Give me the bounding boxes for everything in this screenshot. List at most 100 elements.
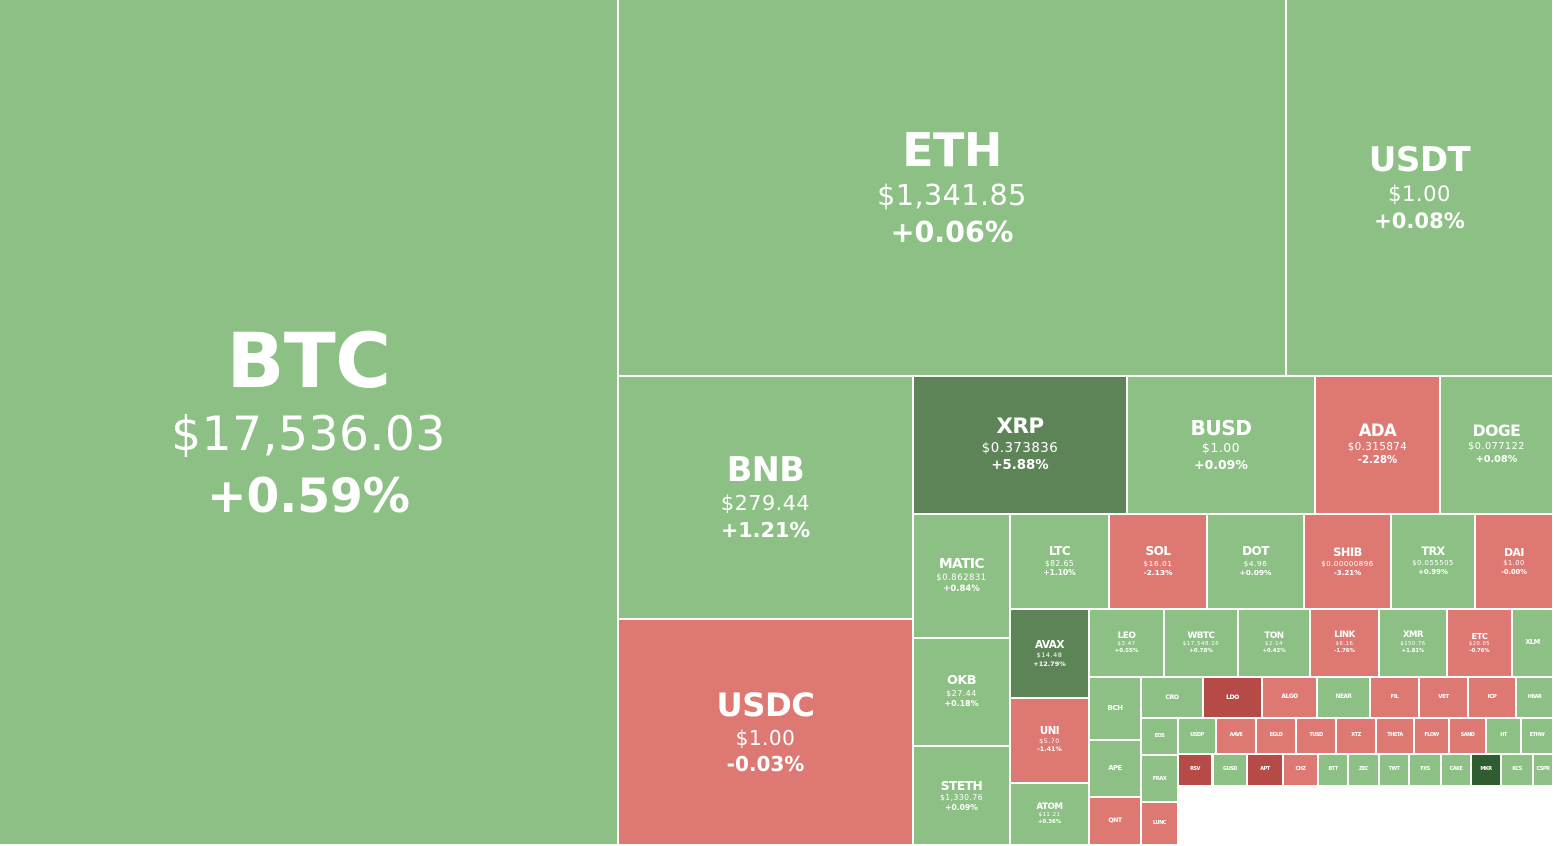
treemap-tile-usdt[interactable]: USDT $1.00 +0.08% (1287, 0, 1554, 377)
treemap-tile-ada[interactable]: ADA $0.315874 -2.28% (1316, 377, 1441, 515)
tile-symbol: LEO (1117, 630, 1136, 641)
tile-symbol: CHZ (1295, 766, 1306, 773)
treemap-tile-steth[interactable]: STETH $1,330.76 +0.09% (914, 747, 1011, 846)
tile-symbol: STETH (940, 778, 983, 793)
treemap-tile-cspr[interactable]: CSPR (1534, 755, 1554, 787)
treemap-tile-eth[interactable]: ETH $1,341.85 +0.06% (619, 0, 1287, 377)
tile-price: $14.48 (1036, 651, 1063, 660)
tile-symbol: USDC (716, 686, 815, 725)
treemap-tile-zec[interactable]: ZEC (1349, 755, 1380, 787)
tile-price: $150.76 (1400, 641, 1426, 648)
treemap-tile-rsv[interactable]: RSV (1179, 755, 1213, 787)
tile-symbol: QNT (1108, 817, 1122, 825)
treemap-tile-gusd[interactable]: GUSD (1214, 755, 1248, 787)
tile-symbol: TWT (1388, 766, 1400, 773)
treemap-tile-uni[interactable]: UNI $5.70 -1.41% (1011, 699, 1090, 784)
tile-price: $1.00 (735, 725, 796, 750)
treemap-tile-dai[interactable]: DAI $1.00 -0.00% (1476, 515, 1554, 610)
treemap-tile-ton[interactable]: TON $2.14 +0.42% (1239, 610, 1311, 678)
treemap-tile-etc[interactable]: ETC $20.05 -0.76% (1448, 610, 1513, 678)
tile-symbol: MKR (1480, 766, 1492, 773)
treemap-tile-qnt[interactable]: QNT (1090, 798, 1142, 846)
treemap-tile-wbtc[interactable]: WBTC $17,548.16 +0.78% (1165, 610, 1239, 678)
treemap-tile-busd[interactable]: BUSD $1.00 +0.09% (1128, 377, 1316, 515)
treemap-tile-dot[interactable]: DOT $4.96 +0.09% (1208, 515, 1305, 610)
tile-symbol: TON (1264, 630, 1284, 641)
treemap-tile-mkr[interactable]: MKR (1472, 755, 1502, 787)
treemap-tile-sand[interactable]: SAND (1450, 719, 1487, 755)
treemap-tile-fxs[interactable]: FXS (1410, 755, 1442, 787)
treemap-tile-chz[interactable]: CHZ (1284, 755, 1319, 787)
treemap-tile-theta[interactable]: THETA (1377, 719, 1415, 755)
treemap-tile-frax[interactable]: FRAX (1142, 756, 1179, 803)
tile-symbol: APT (1260, 766, 1270, 773)
tile-symbol: TRX (1421, 545, 1445, 559)
treemap-tile-doge[interactable]: DOGE $0.077122 +0.08% (1441, 377, 1554, 515)
tile-symbol: DOT (1242, 543, 1269, 558)
treemap-tile-tusd[interactable]: TUSD (1297, 719, 1337, 755)
tile-symbol: TUSD (1309, 732, 1323, 739)
tile-change: -3.21% (1333, 568, 1362, 578)
treemap-tile-xrp[interactable]: XRP $0.373836 +5.88% (914, 377, 1128, 515)
treemap-tile-okb[interactable]: OKB $27.44 +0.18% (914, 639, 1011, 747)
treemap-tile-link[interactable]: LINK $6.16 -1.76% (1311, 610, 1380, 678)
treemap-tile-kcs[interactable]: KCS (1502, 755, 1534, 787)
treemap-tile-bch[interactable]: BCH (1090, 678, 1142, 741)
treemap-tile-usdc[interactable]: USDC $1.00 -0.03% (619, 620, 914, 846)
treemap-tile-fil[interactable]: FIL (1371, 678, 1420, 719)
tile-symbol: CSPR (1536, 766, 1550, 773)
treemap-tile-algo[interactable]: ALGO (1263, 678, 1318, 719)
tile-symbol: BTT (1328, 766, 1338, 773)
treemap-tile-icp[interactable]: ICP (1469, 678, 1517, 719)
tile-price: $0.077122 (1468, 441, 1525, 453)
treemap-tile-cake[interactable]: CAKE (1442, 755, 1472, 787)
treemap-tile-btc[interactable]: BTC $17,536.03 +0.59% (0, 0, 619, 846)
treemap-tile-cro[interactable]: CRO (1142, 678, 1204, 719)
treemap-tile-shib[interactable]: SHIB $0.00000896 -3.21% (1305, 515, 1392, 610)
tile-change: -0.76% (1469, 647, 1490, 654)
treemap-tile-ltc[interactable]: LTC $82.65 +1.10% (1011, 515, 1110, 610)
treemap-tile-leo[interactable]: LEO $3.47 +0.55% (1090, 610, 1165, 678)
treemap-tile-flow[interactable]: FLOW (1415, 719, 1450, 755)
treemap-tile-trx[interactable]: TRX $0.055505 +0.99% (1392, 515, 1476, 610)
treemap-tile-ht[interactable]: HT (1487, 719, 1522, 755)
tile-symbol: HBAR (1527, 693, 1542, 700)
treemap-tile-apt[interactable]: APT (1248, 755, 1284, 787)
tile-change: +0.59% (207, 468, 410, 524)
treemap-tile-twt[interactable]: TWT (1380, 755, 1410, 787)
tile-change: -2.28% (1357, 455, 1398, 467)
tile-symbol: XRP (996, 414, 1044, 440)
tile-symbol: ATOM (1036, 801, 1063, 812)
tile-symbol: BCH (1107, 703, 1123, 713)
treemap-tile-hbar[interactable]: HBAR (1517, 678, 1554, 719)
treemap-tile-sol[interactable]: SOL $16.01 -2.13% (1110, 515, 1208, 610)
treemap-tile-aave[interactable]: AAVE (1217, 719, 1257, 755)
treemap-tile-eos[interactable]: EOS (1142, 719, 1179, 756)
treemap-tile-egld[interactable]: EGLD (1257, 719, 1297, 755)
treemap-tile-btt[interactable]: BTT (1319, 755, 1349, 787)
tile-symbol: HT (1500, 732, 1507, 739)
treemap-tile-xtz[interactable]: XTZ (1337, 719, 1377, 755)
tile-symbol: VET (1438, 694, 1449, 701)
tile-symbol: BTC (226, 316, 391, 406)
treemap-tile-xmr[interactable]: XMR $150.76 +1.81% (1380, 610, 1448, 678)
treemap-tile-near[interactable]: NEAR (1318, 678, 1371, 719)
treemap-tile-bnb[interactable]: BNB $279.44 +1.21% (619, 377, 914, 620)
treemap-tile-lunc[interactable]: LUNC (1142, 803, 1179, 846)
treemap-tile-ape[interactable]: APE (1090, 741, 1142, 798)
tile-price: $17,548.16 (1182, 640, 1220, 647)
tile-symbol: FIL (1390, 694, 1399, 701)
tile-symbol: LUNC (1153, 819, 1166, 826)
treemap-tile-ldo[interactable]: LDO (1204, 678, 1263, 719)
tile-change: +0.78% (1189, 648, 1213, 655)
treemap-tile-vet[interactable]: VET (1420, 678, 1469, 719)
treemap-tile-ethw[interactable]: ETHW (1522, 719, 1554, 755)
treemap-tile-usdp[interactable]: USDP (1179, 719, 1217, 755)
tile-price: $0.862831 (936, 572, 987, 583)
tile-symbol: FXS (1420, 766, 1430, 773)
treemap-tile-xlm[interactable]: XLM (1513, 610, 1554, 678)
treemap-tile-matic[interactable]: MATIC $0.862831 +0.84% (914, 515, 1011, 639)
treemap-tile-avax[interactable]: AVAX $14.48 +12.79% (1011, 610, 1090, 699)
tile-change: -0.03% (726, 751, 805, 776)
treemap-tile-atom[interactable]: ATOM $11.21 +0.36% (1011, 784, 1090, 846)
